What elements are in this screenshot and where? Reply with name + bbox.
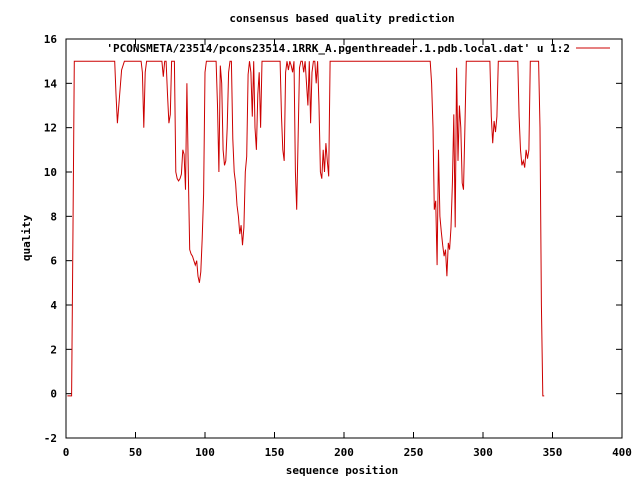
y-tick-label: 10 bbox=[44, 166, 57, 179]
x-axis-label: sequence position bbox=[286, 464, 399, 477]
y-tick-label: 8 bbox=[50, 210, 57, 223]
x-tick-label: 0 bbox=[63, 446, 70, 459]
x-tick-label: 250 bbox=[404, 446, 424, 459]
y-tick-label: 6 bbox=[50, 255, 57, 268]
y-tick-label: 16 bbox=[44, 33, 58, 46]
x-tick-label: 200 bbox=[334, 446, 354, 459]
y-tick-label: -2 bbox=[44, 432, 57, 445]
chart-title: consensus based quality prediction bbox=[229, 12, 454, 25]
y-axis-label: quality bbox=[20, 214, 33, 261]
x-tick-label: 350 bbox=[543, 446, 563, 459]
legend-entry-label: 'PCONSMETA/23514/pcons23514.1RRK_A.pgent… bbox=[106, 42, 570, 55]
y-tick-label: 2 bbox=[50, 343, 57, 356]
series-layer bbox=[67, 60, 545, 397]
y-tick-label: 4 bbox=[50, 299, 57, 312]
x-tick-label: 150 bbox=[265, 446, 285, 459]
x-tick-label: 50 bbox=[129, 446, 142, 459]
y-tick-label: 12 bbox=[44, 122, 57, 135]
y-ticks: -2 0 2 4 6 8 10 12 14 16 bbox=[44, 33, 622, 445]
y-tick-label: 0 bbox=[50, 388, 57, 401]
y-tick-label: 14 bbox=[44, 77, 58, 90]
x-tick-label: 400 bbox=[612, 446, 632, 459]
legend: 'PCONSMETA/23514/pcons23514.1RRK_A.pgent… bbox=[106, 42, 610, 55]
x-tick-label: 300 bbox=[473, 446, 493, 459]
series-line bbox=[67, 60, 545, 397]
x-ticks: 0 50 100 150 200 250 300 350 400 bbox=[63, 39, 632, 459]
x-tick-label: 100 bbox=[195, 446, 215, 459]
plot-frame bbox=[65, 38, 623, 439]
